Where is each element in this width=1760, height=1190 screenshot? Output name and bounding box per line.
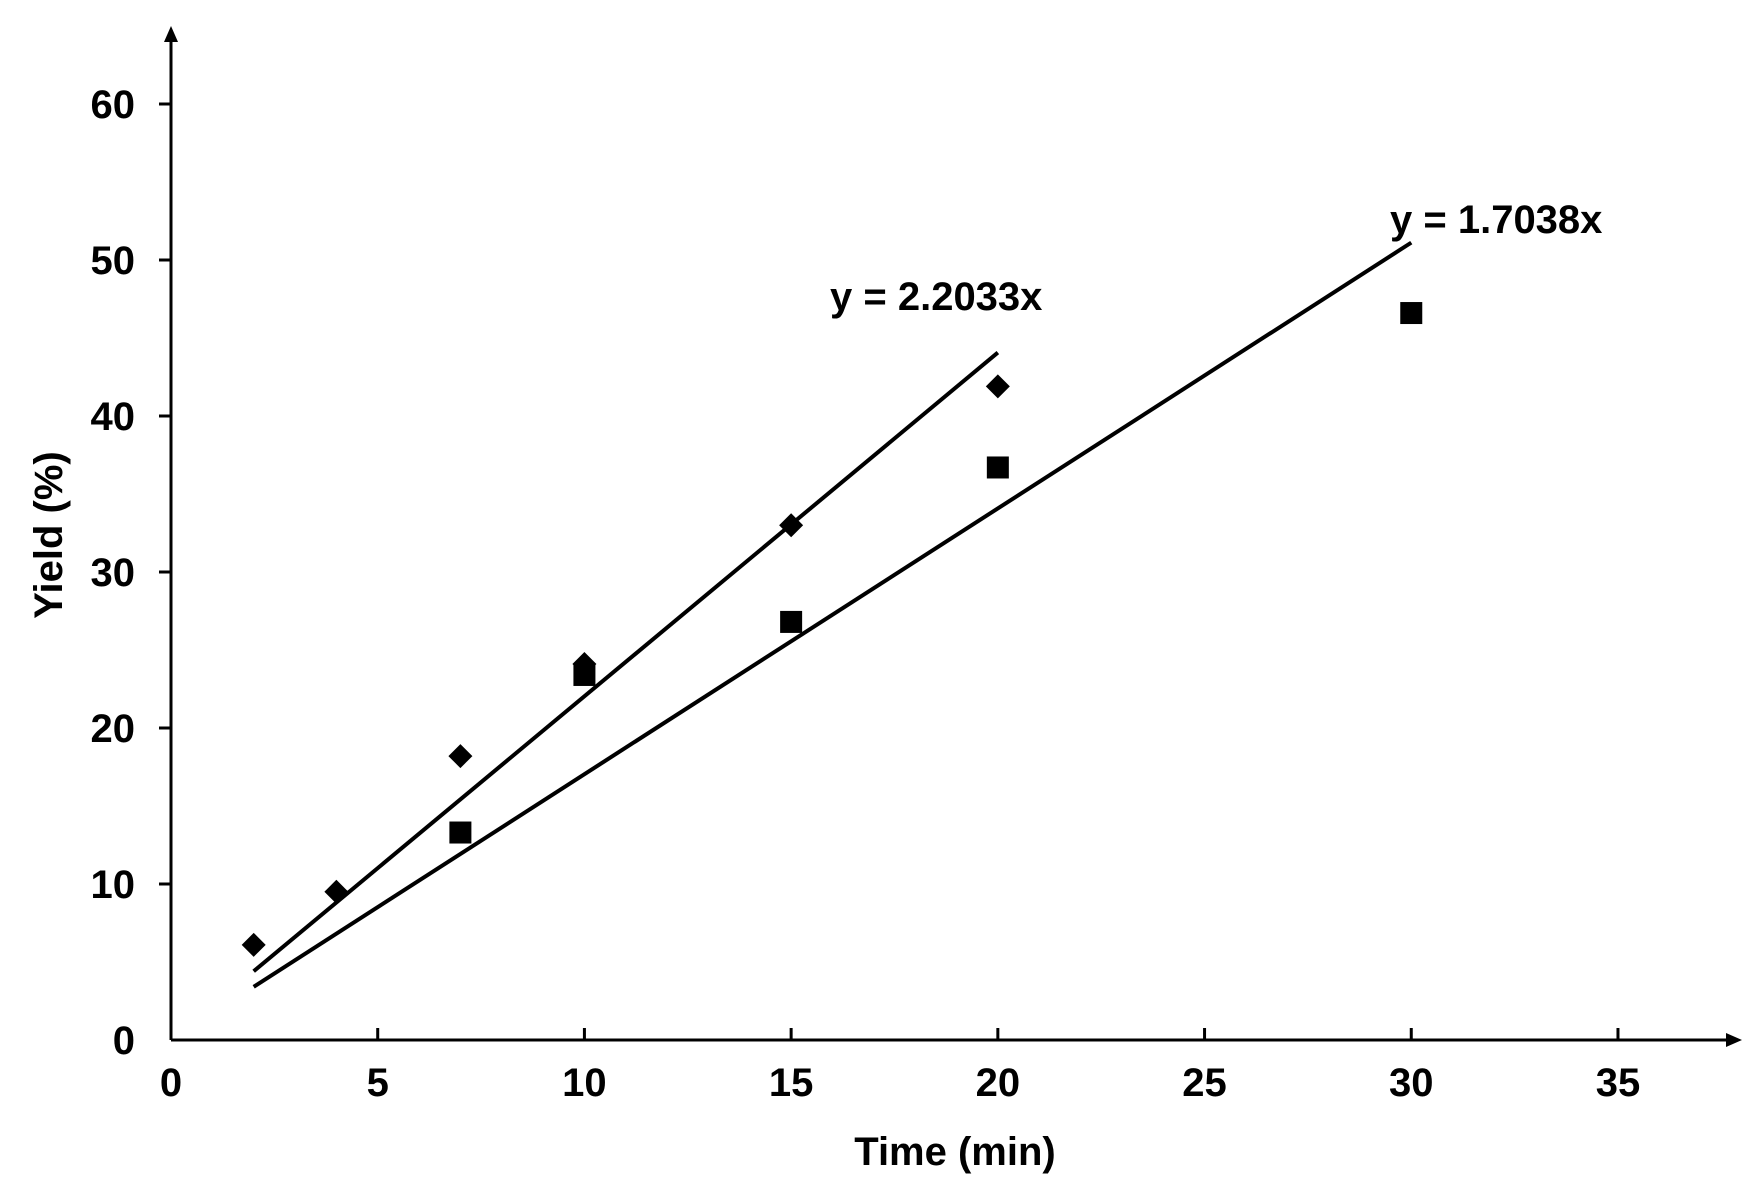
trendline-diamond bbox=[252, 351, 1000, 973]
trendlines bbox=[252, 240, 1413, 989]
y-tick-label: 50 bbox=[91, 239, 136, 283]
data-points bbox=[241, 302, 1423, 957]
labels: Time (min) Yield (%) y = 2.2033x y = 1.7… bbox=[27, 198, 1602, 1174]
axes: 0 5 10 15 20 25 30 35 0 10 20 30 40 50 60 bbox=[91, 26, 1742, 1105]
x-axis-arrow bbox=[1726, 1033, 1742, 1047]
trendline-label-diamond: y = 2.2033x bbox=[830, 275, 1042, 319]
diamond-point bbox=[241, 932, 266, 957]
square-point bbox=[1400, 302, 1423, 325]
x-tick-label: 0 bbox=[160, 1061, 182, 1105]
diamond-point bbox=[779, 513, 804, 538]
square-point bbox=[573, 663, 596, 686]
y-tick-label: 60 bbox=[91, 83, 136, 127]
trendline-label-square: y = 1.7038x bbox=[1390, 198, 1602, 242]
y-axis-title: Yield (%) bbox=[27, 451, 71, 618]
y-tick-label: 0 bbox=[113, 1019, 135, 1063]
square-point bbox=[780, 610, 803, 633]
x-tick-label: 35 bbox=[1596, 1061, 1641, 1105]
square-point bbox=[986, 456, 1009, 479]
square-point bbox=[449, 821, 472, 844]
x-tick-label: 30 bbox=[1389, 1061, 1434, 1105]
y-tick-label: 40 bbox=[91, 395, 136, 439]
y-tick-label: 30 bbox=[91, 551, 136, 595]
x-tick-label: 25 bbox=[1182, 1061, 1227, 1105]
diamond-point bbox=[324, 879, 349, 904]
x-tick-label: 15 bbox=[769, 1061, 814, 1105]
y-tick-label: 10 bbox=[91, 863, 136, 907]
trendline-square bbox=[252, 240, 1413, 989]
x-tick-label: 5 bbox=[367, 1061, 389, 1105]
x-axis-title: Time (min) bbox=[854, 1130, 1056, 1174]
y-axis-arrow bbox=[164, 26, 178, 42]
x-tick-label: 20 bbox=[976, 1061, 1021, 1105]
diamond-point bbox=[448, 744, 473, 769]
diamond-point bbox=[985, 374, 1010, 399]
y-tick-label: 20 bbox=[91, 707, 136, 751]
x-tick-label: 10 bbox=[562, 1061, 607, 1105]
